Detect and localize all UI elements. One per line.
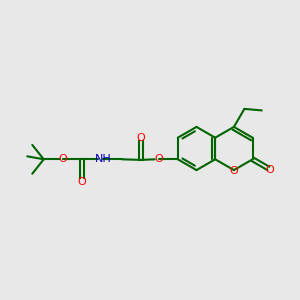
- Text: O: O: [265, 165, 274, 176]
- Text: NH: NH: [94, 154, 111, 164]
- Text: O: O: [136, 133, 145, 143]
- Text: O: O: [77, 176, 86, 187]
- Text: O: O: [230, 166, 239, 176]
- Text: O: O: [154, 154, 163, 164]
- Text: O: O: [58, 154, 67, 164]
